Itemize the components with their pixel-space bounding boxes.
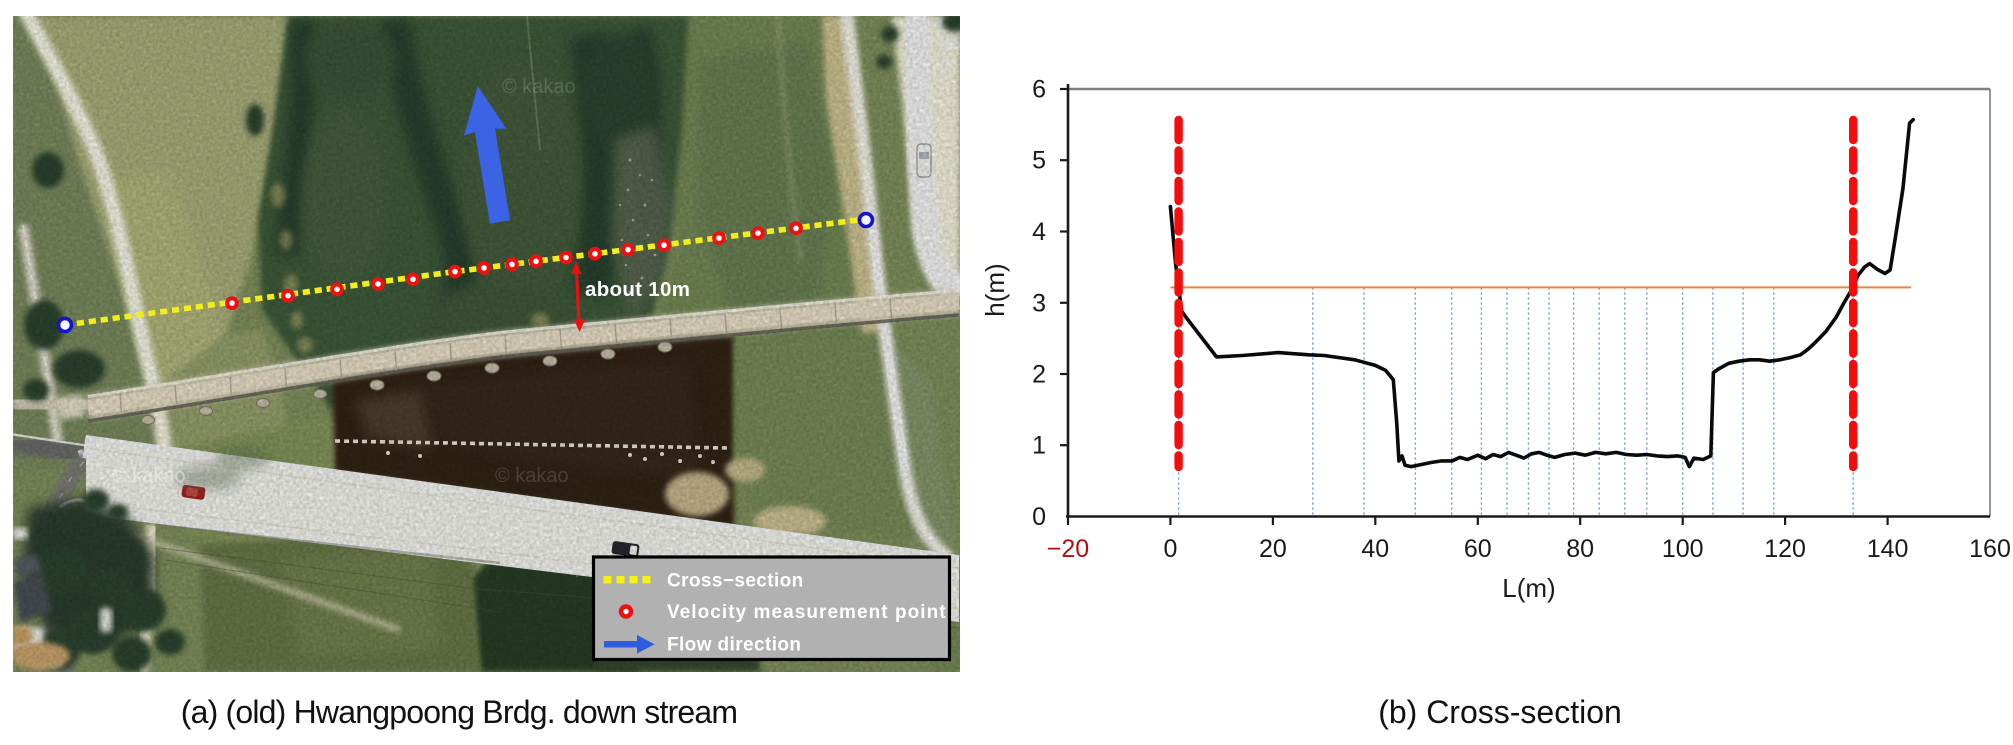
svg-text:−20: −20 [1047, 535, 1089, 563]
svg-text:120: 120 [1764, 535, 1806, 563]
svg-text:1: 1 [1032, 432, 1046, 460]
svg-text:Velocity measurement point: Velocity measurement point [667, 602, 947, 623]
svg-text:60: 60 [1464, 535, 1492, 563]
svg-text:5: 5 [1032, 147, 1046, 175]
svg-text:4: 4 [1032, 218, 1046, 246]
svg-text:about 10m: about 10m [585, 278, 690, 301]
svg-text:0: 0 [1032, 503, 1046, 531]
svg-text:© kakao: © kakao [502, 76, 576, 98]
svg-text:3: 3 [1032, 289, 1046, 317]
svg-text:140: 140 [1867, 535, 1909, 563]
svg-text:2: 2 [1032, 361, 1046, 389]
svg-text:L(m): L(m) [1502, 573, 1555, 603]
svg-text:80: 80 [1566, 535, 1594, 563]
svg-text:© kakao: © kakao [112, 465, 186, 487]
svg-text:20: 20 [1259, 535, 1287, 563]
svg-text:Cross−section: Cross−section [667, 571, 804, 592]
svg-text:160: 160 [1969, 535, 2011, 563]
svg-text:0: 0 [1163, 535, 1177, 563]
svg-text:100: 100 [1662, 535, 1704, 563]
svg-text:6: 6 [1032, 76, 1046, 104]
svg-text:40: 40 [1361, 535, 1389, 563]
svg-text:(a) (old) Hwangpoong Brdg. dow: (a) (old) Hwangpoong Brdg. down stream [181, 694, 738, 730]
svg-text:Flow direction: Flow direction [667, 635, 801, 656]
svg-text:(b) Cross-section: (b) Cross-section [1378, 694, 1622, 730]
svg-text:© kakao: © kakao [495, 465, 569, 487]
svg-text:h(m): h(m) [980, 263, 1010, 316]
